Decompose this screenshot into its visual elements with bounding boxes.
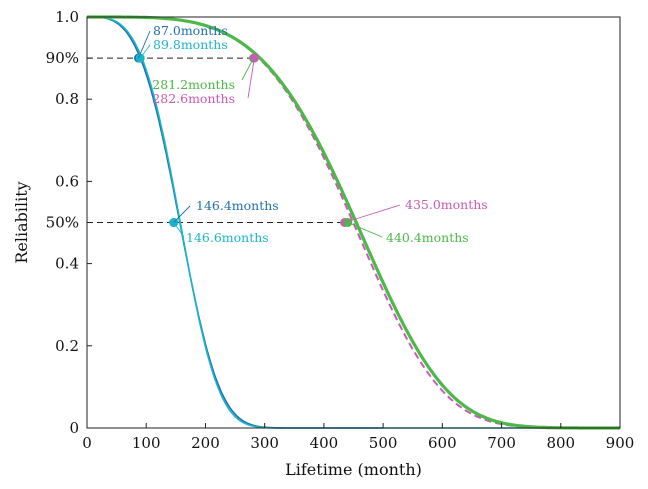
x-tick-label: 700 xyxy=(487,434,516,452)
x-tick-label: 200 xyxy=(191,434,220,452)
annotation-leader xyxy=(347,222,383,238)
annotation-label: 87.0months xyxy=(153,23,228,38)
y-tick-label: 1.0 xyxy=(55,8,79,26)
y-tick-label: 90% xyxy=(46,49,79,67)
annotation-leader xyxy=(344,204,401,223)
x-tick-label: 400 xyxy=(310,434,339,452)
annotation-label: 146.4months xyxy=(196,198,279,213)
y-tick-label: 0.2 xyxy=(55,337,79,355)
x-tick-label: 900 xyxy=(606,434,635,452)
y-tick-label: 0 xyxy=(69,419,79,437)
annotation-leader xyxy=(139,44,151,59)
annotation-leader xyxy=(173,222,185,238)
x-tick-label: 0 xyxy=(82,434,92,452)
y-tick-label: 0.8 xyxy=(55,90,79,108)
series-line-4 xyxy=(86,15,621,430)
annotation-leader xyxy=(247,58,255,99)
y-axis-ticks: 0 0.2 0.4 50% 0.6 0.8 90% 1.0 xyxy=(46,8,92,437)
annotation-leader xyxy=(241,57,254,81)
annotation-leader xyxy=(138,30,151,59)
x-axis-ticks: 0 100 200 300 400 500 600 700 800 900 xyxy=(82,423,634,452)
x-tick-label: 800 xyxy=(546,434,575,452)
annotation-label: 281.2months xyxy=(152,77,235,92)
annotation-label: 435.0months xyxy=(405,197,488,212)
x-tick-label: 500 xyxy=(369,434,398,452)
y-tick-label: 0.4 xyxy=(55,255,79,273)
annotation-label: 146.6months xyxy=(186,230,269,245)
annotation-label: 282.6months xyxy=(152,91,235,106)
x-tick-label: 300 xyxy=(250,434,279,452)
reference-lines xyxy=(87,57,348,223)
y-tick-label: 0.6 xyxy=(55,172,79,190)
x-axis-title: Lifetime (month) xyxy=(285,460,422,479)
annotation-label: 89.8months xyxy=(153,37,228,52)
x-tick-label: 600 xyxy=(428,434,457,452)
y-tick-label: 50% xyxy=(46,214,79,232)
y-axis-title: Reliability xyxy=(12,181,31,263)
annotation-leader xyxy=(173,205,191,223)
x-tick-label: 100 xyxy=(132,434,161,452)
annotation-label: 440.4months xyxy=(386,230,469,245)
